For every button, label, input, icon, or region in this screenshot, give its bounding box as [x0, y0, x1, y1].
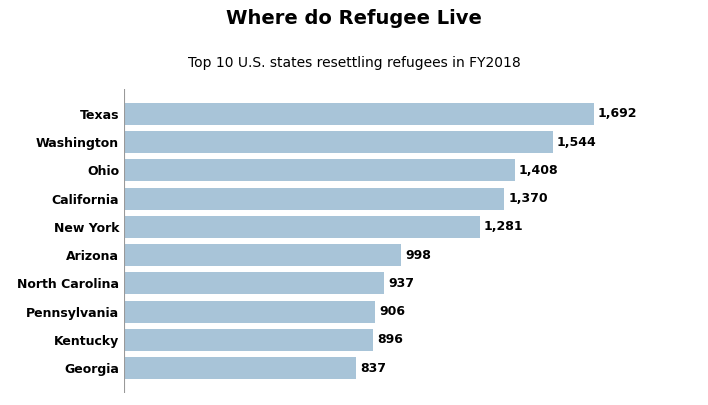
Bar: [124, 188, 504, 210]
Bar: [124, 357, 356, 379]
Text: 1,692: 1,692: [598, 107, 637, 120]
Bar: [124, 103, 593, 125]
Text: 837: 837: [360, 362, 387, 375]
Text: 1,370: 1,370: [508, 192, 548, 205]
Bar: [124, 244, 401, 266]
Text: 906: 906: [379, 305, 406, 318]
Bar: [124, 160, 515, 181]
Text: 1,408: 1,408: [519, 164, 559, 177]
Text: Top 10 U.S. states resettling refugees in FY2018: Top 10 U.S. states resettling refugees i…: [188, 56, 520, 70]
Bar: [124, 216, 479, 238]
Text: 1,281: 1,281: [484, 220, 523, 233]
Bar: [124, 329, 372, 351]
Bar: [124, 301, 375, 322]
Text: 896: 896: [377, 333, 403, 346]
Text: Where do Refugee Live: Where do Refugee Live: [226, 9, 482, 28]
Text: 1,544: 1,544: [556, 136, 596, 149]
Text: 998: 998: [405, 249, 431, 262]
Text: 937: 937: [388, 277, 414, 290]
Bar: [124, 272, 384, 294]
Bar: [124, 131, 552, 153]
